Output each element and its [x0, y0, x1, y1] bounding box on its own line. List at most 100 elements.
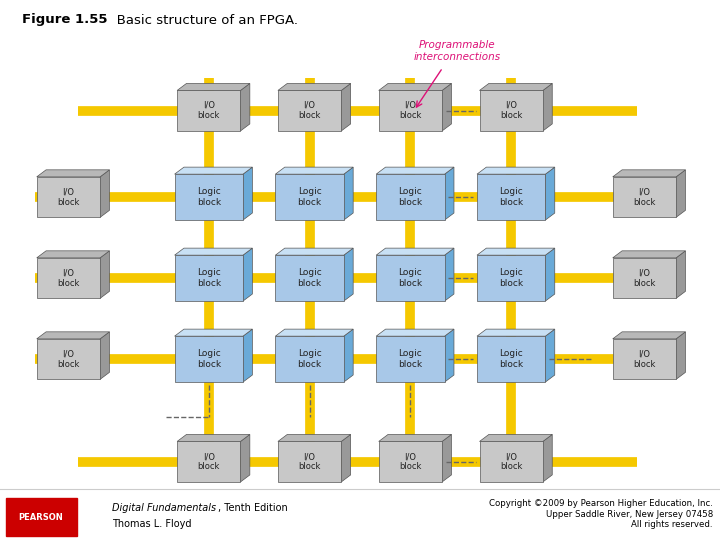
Text: Logic
block: Logic block	[297, 187, 322, 207]
Text: I/O
block: I/O block	[197, 452, 220, 471]
FancyBboxPatch shape	[275, 174, 344, 220]
Polygon shape	[613, 170, 685, 177]
Text: Logic
block: Logic block	[297, 268, 322, 288]
FancyBboxPatch shape	[174, 255, 243, 301]
FancyBboxPatch shape	[379, 90, 442, 131]
Text: I/O
block: I/O block	[298, 101, 321, 120]
Polygon shape	[344, 248, 353, 301]
Polygon shape	[100, 251, 109, 298]
FancyBboxPatch shape	[174, 336, 243, 382]
Polygon shape	[37, 332, 109, 339]
Polygon shape	[379, 83, 451, 90]
Polygon shape	[275, 248, 353, 255]
Text: I/O
block: I/O block	[633, 187, 656, 207]
Polygon shape	[240, 83, 250, 131]
FancyBboxPatch shape	[477, 174, 546, 220]
Text: Logic
block: Logic block	[398, 187, 423, 207]
Polygon shape	[477, 167, 554, 174]
Polygon shape	[37, 170, 109, 177]
Polygon shape	[240, 434, 250, 482]
Polygon shape	[376, 329, 454, 336]
Text: Logic
block: Logic block	[297, 349, 322, 369]
Text: Copyright ©2009 by Pearson Higher Education, Inc.
Upper Saddle River, New Jersey: Copyright ©2009 by Pearson Higher Educat…	[489, 499, 713, 529]
FancyBboxPatch shape	[613, 258, 676, 298]
Polygon shape	[477, 248, 554, 255]
FancyBboxPatch shape	[275, 336, 344, 382]
Text: Basic structure of an FPGA.: Basic structure of an FPGA.	[104, 14, 298, 26]
Polygon shape	[275, 329, 353, 336]
Polygon shape	[278, 434, 351, 442]
Polygon shape	[174, 167, 252, 174]
Text: I/O
block: I/O block	[57, 349, 80, 369]
FancyBboxPatch shape	[37, 177, 100, 217]
FancyBboxPatch shape	[177, 90, 240, 131]
Polygon shape	[243, 329, 252, 382]
Text: I/O
block: I/O block	[197, 101, 220, 120]
Polygon shape	[546, 167, 554, 220]
Text: Logic
block: Logic block	[197, 187, 221, 207]
Polygon shape	[613, 332, 685, 339]
Polygon shape	[376, 248, 454, 255]
Polygon shape	[543, 434, 552, 482]
Polygon shape	[177, 434, 250, 442]
Polygon shape	[174, 248, 252, 255]
Polygon shape	[676, 332, 685, 379]
FancyBboxPatch shape	[379, 442, 442, 482]
Text: I/O
block: I/O block	[500, 101, 523, 120]
FancyBboxPatch shape	[37, 258, 100, 298]
Polygon shape	[174, 329, 252, 336]
Polygon shape	[37, 251, 109, 258]
Polygon shape	[477, 329, 554, 336]
Polygon shape	[444, 329, 454, 382]
Polygon shape	[546, 329, 554, 382]
Text: I/O
block: I/O block	[298, 452, 321, 471]
Polygon shape	[543, 83, 552, 131]
Text: Logic
block: Logic block	[197, 268, 221, 288]
Text: Logic
block: Logic block	[197, 349, 221, 369]
FancyBboxPatch shape	[275, 255, 344, 301]
Text: I/O
block: I/O block	[399, 101, 422, 120]
Polygon shape	[676, 251, 685, 298]
Text: I/O
block: I/O block	[57, 187, 80, 207]
FancyBboxPatch shape	[376, 174, 444, 220]
Polygon shape	[344, 167, 353, 220]
Polygon shape	[100, 170, 109, 217]
Polygon shape	[341, 434, 351, 482]
Text: , Tenth Edition: , Tenth Edition	[218, 503, 288, 512]
Polygon shape	[278, 83, 351, 90]
Text: PEARSON: PEARSON	[19, 513, 63, 522]
FancyBboxPatch shape	[613, 339, 676, 379]
Text: Logic
block: Logic block	[499, 349, 523, 369]
Polygon shape	[341, 83, 351, 131]
Polygon shape	[480, 83, 552, 90]
Polygon shape	[613, 251, 685, 258]
Polygon shape	[442, 83, 451, 131]
Text: Logic
block: Logic block	[499, 187, 523, 207]
Polygon shape	[676, 170, 685, 217]
Text: Logic
block: Logic block	[499, 268, 523, 288]
Text: I/O
block: I/O block	[500, 452, 523, 471]
FancyBboxPatch shape	[37, 339, 100, 379]
Polygon shape	[444, 167, 454, 220]
FancyBboxPatch shape	[278, 90, 341, 131]
FancyBboxPatch shape	[480, 90, 543, 131]
Polygon shape	[442, 434, 451, 482]
Polygon shape	[100, 332, 109, 379]
Polygon shape	[344, 329, 353, 382]
FancyBboxPatch shape	[177, 442, 240, 482]
Text: Figure 1.55: Figure 1.55	[22, 14, 107, 26]
Polygon shape	[275, 167, 353, 174]
FancyBboxPatch shape	[174, 174, 243, 220]
FancyBboxPatch shape	[278, 442, 341, 482]
Text: Digital Fundamentals: Digital Fundamentals	[112, 503, 216, 512]
Text: I/O
block: I/O block	[633, 349, 656, 369]
Text: I/O
block: I/O block	[399, 452, 422, 471]
FancyBboxPatch shape	[613, 177, 676, 217]
Text: Programmable
interconnections: Programmable interconnections	[413, 40, 501, 62]
Polygon shape	[243, 248, 252, 301]
Polygon shape	[243, 167, 252, 220]
Polygon shape	[444, 248, 454, 301]
Polygon shape	[177, 83, 250, 90]
Polygon shape	[480, 434, 552, 442]
Polygon shape	[379, 434, 451, 442]
